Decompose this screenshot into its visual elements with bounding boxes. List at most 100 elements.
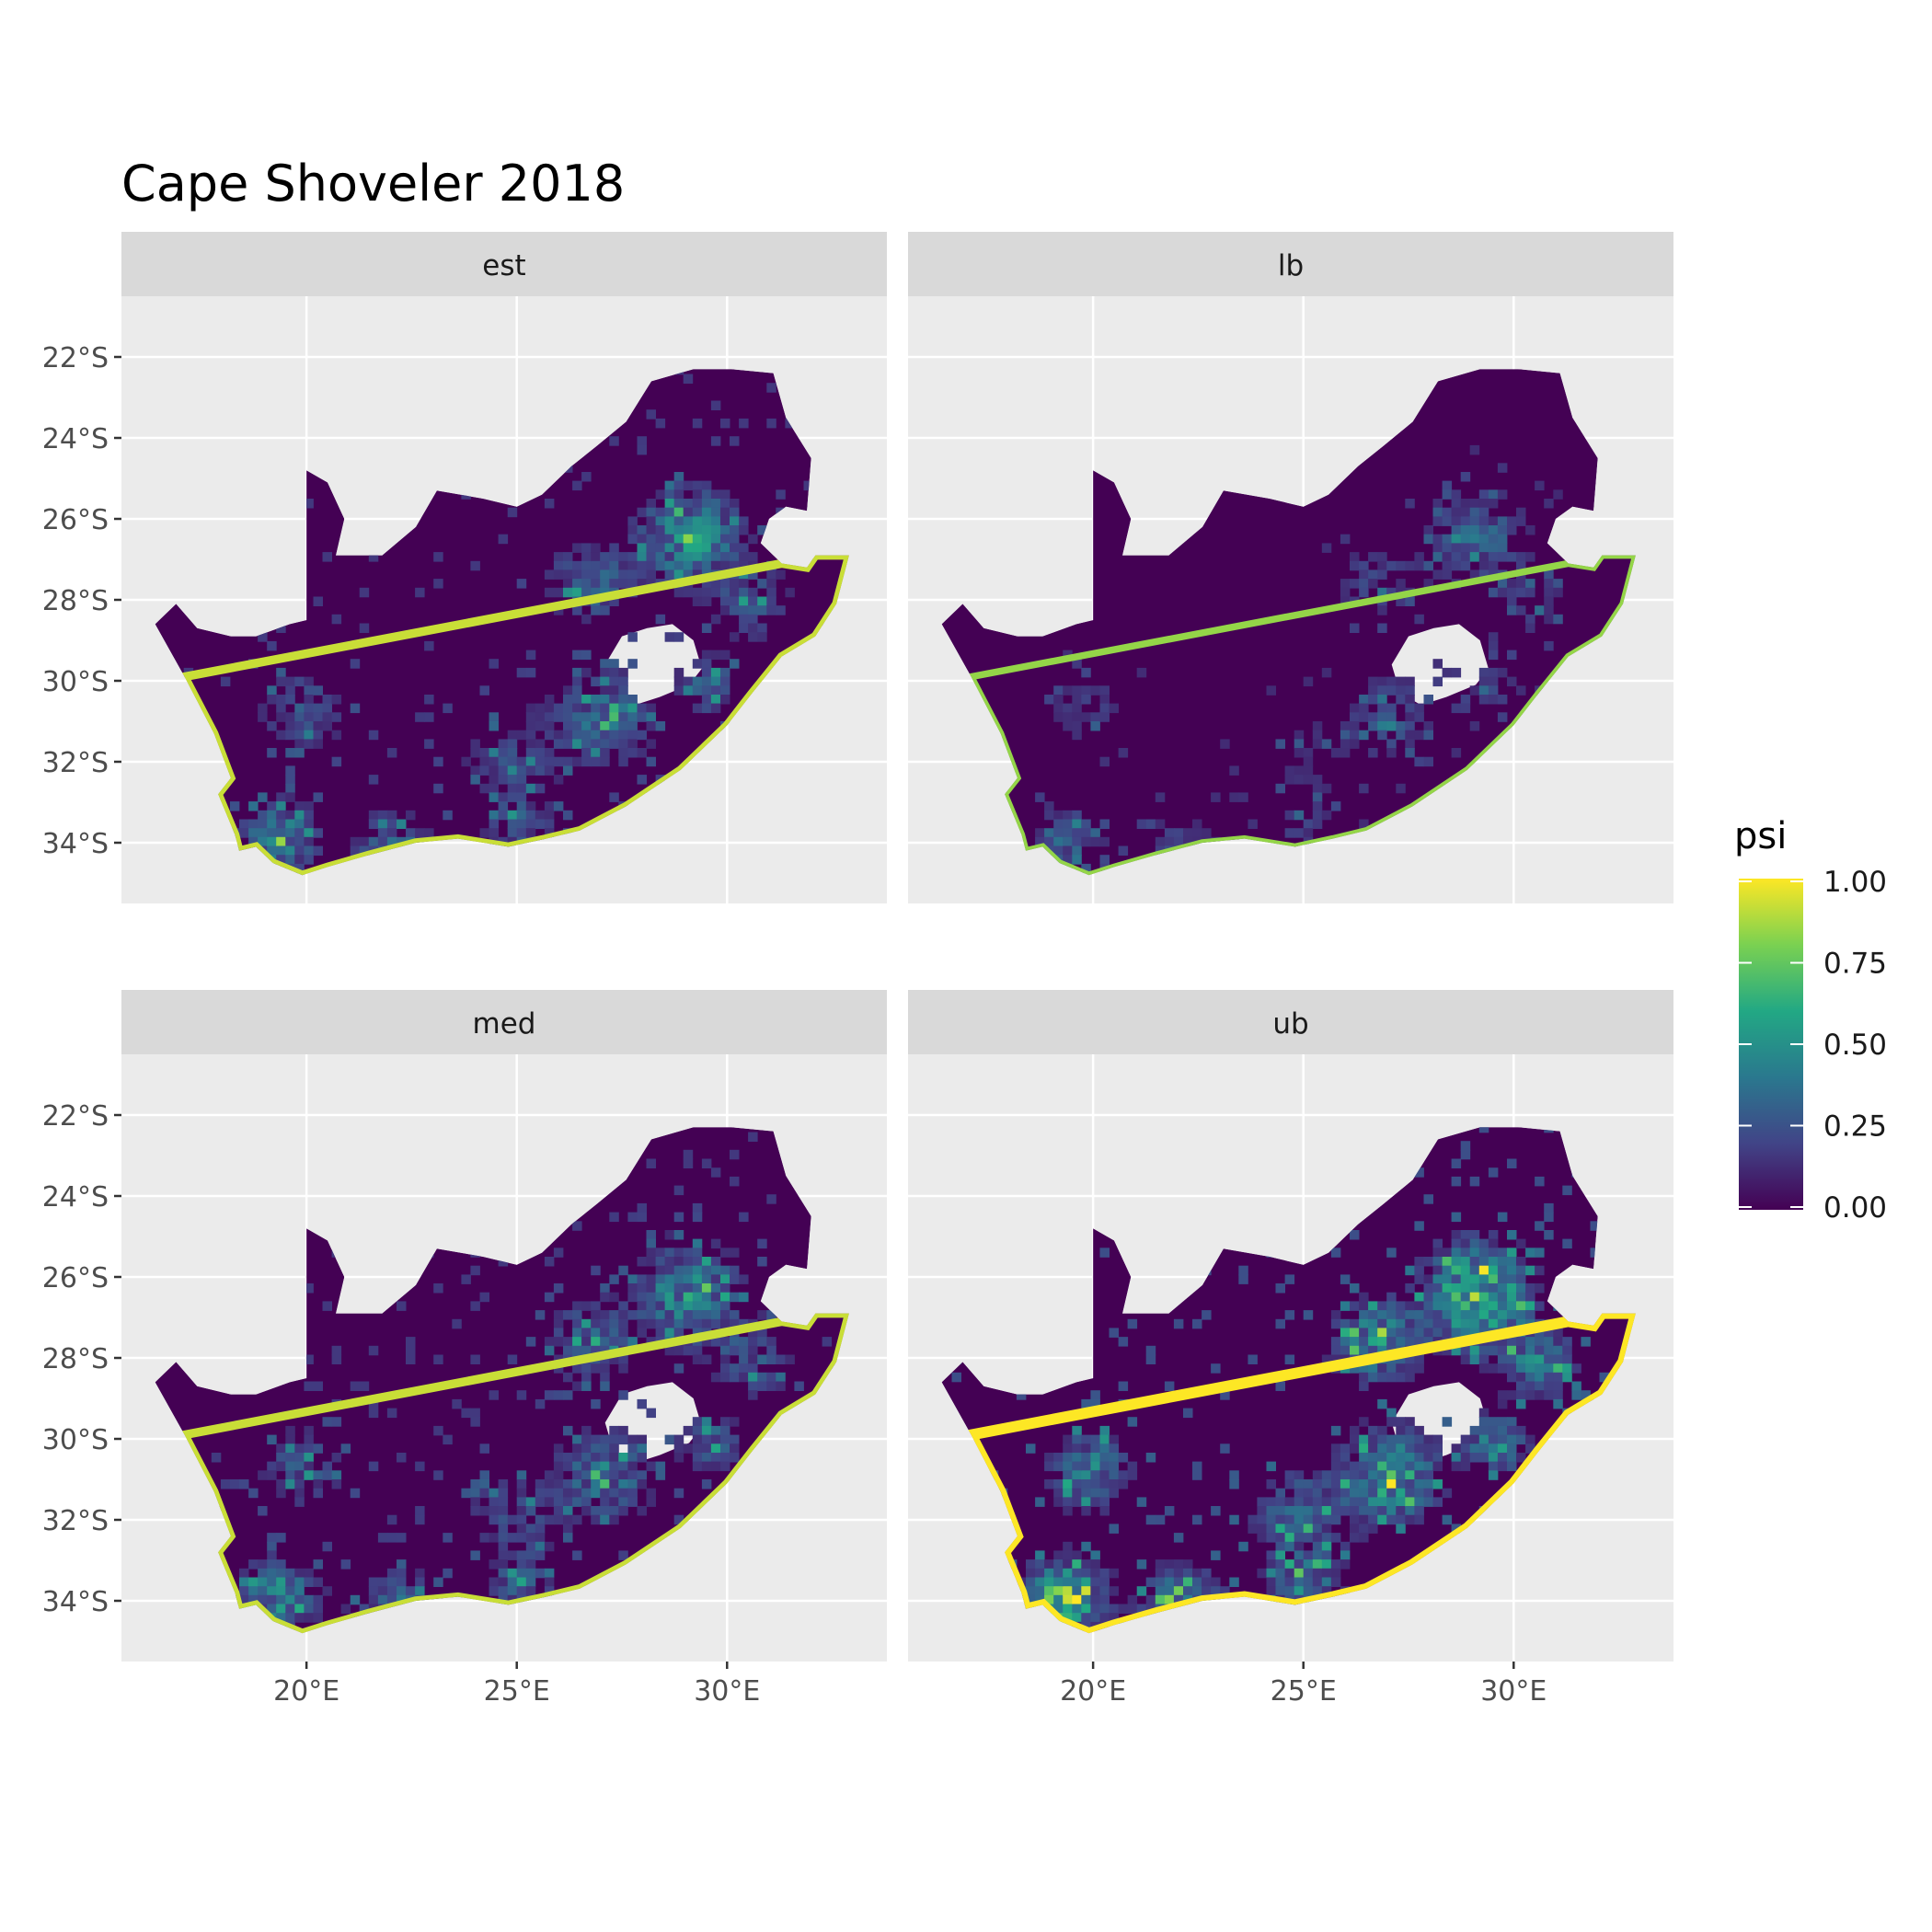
raster-cell: [525, 1541, 536, 1552]
raster-cell: [1109, 1568, 1119, 1579]
raster-cell: [258, 703, 268, 714]
raster-cell: [1442, 1328, 1453, 1338]
raster-cell: [1525, 1265, 1535, 1276]
raster-cell: [489, 1533, 499, 1543]
raster-cell: [627, 1274, 638, 1284]
raster-cell: [248, 819, 259, 829]
raster-cell: [1275, 1550, 1285, 1560]
raster-cell: [1497, 1425, 1508, 1436]
raster-cell: [1507, 1354, 1517, 1364]
raster-cell: [304, 676, 314, 687]
raster-cell: [1340, 1274, 1351, 1284]
raster-cell: [452, 1318, 462, 1329]
raster-cell: [507, 765, 518, 776]
raster-cell: [386, 810, 397, 821]
raster-cell: [1423, 1283, 1433, 1294]
raster-cell: [1442, 1301, 1453, 1311]
raster-cell: [720, 1453, 730, 1463]
raster-cell: [1497, 1274, 1508, 1284]
raster-cell: [1414, 1221, 1424, 1231]
raster-cell: [1488, 1230, 1499, 1240]
raster-cell: [664, 552, 675, 562]
raster-cell: [1109, 1586, 1119, 1596]
raster-cell: [1275, 1318, 1285, 1329]
raster-cell: [1183, 836, 1193, 847]
raster-cell: [1053, 685, 1064, 696]
y-tick-label: 22°S: [42, 342, 109, 374]
raster-cell: [368, 1398, 379, 1409]
raster-cell: [258, 1568, 268, 1579]
raster-cell: [1497, 1345, 1508, 1356]
raster-cell: [1072, 1613, 1082, 1623]
raster-cell: [655, 534, 666, 545]
raster-cell: [1386, 1318, 1397, 1329]
raster-cell: [1294, 1568, 1305, 1579]
raster-cell: [377, 1586, 388, 1596]
legend-tick-label: 0.00: [1823, 1191, 1887, 1225]
raster-cell: [276, 828, 286, 838]
raster-cell: [322, 552, 332, 562]
raster-cell: [1460, 1283, 1471, 1294]
raster-cell: [720, 695, 730, 705]
raster-cell: [1414, 1257, 1424, 1267]
raster-cell: [267, 819, 277, 829]
raster-cell: [1284, 1524, 1295, 1534]
raster-cell: [572, 756, 582, 767]
raster-cell: [1099, 1497, 1110, 1507]
raster-cell: [267, 1550, 277, 1560]
raster-cell: [498, 810, 509, 821]
raster-cell: [359, 587, 370, 598]
raster-cell: [618, 712, 628, 722]
raster-cell: [739, 587, 749, 598]
raster-cell: [553, 1461, 564, 1472]
raster-cell: [1145, 1514, 1156, 1525]
raster-cell: [627, 632, 638, 642]
raster-cell: [544, 1568, 555, 1579]
raster-cell: [1460, 534, 1471, 545]
raster-cell: [1488, 1461, 1499, 1472]
raster-cell: [710, 1461, 721, 1472]
raster-cell: [618, 1337, 628, 1347]
raster-cell: [1284, 1497, 1295, 1507]
raster-cell: [618, 1453, 628, 1463]
raster-cell: [683, 1274, 694, 1284]
raster-cell: [1507, 1248, 1517, 1258]
raster-cell: [1377, 587, 1387, 598]
raster-cell: [1497, 1337, 1508, 1347]
raster-cell: [664, 1434, 675, 1445]
raster-cell: [1432, 1434, 1443, 1445]
raster-cell: [766, 418, 776, 429]
raster-cell: [627, 721, 638, 731]
raster-cell: [1127, 1470, 1138, 1480]
raster-cell: [535, 783, 546, 794]
raster-cell: [1099, 1604, 1110, 1614]
raster-cell: [1442, 516, 1453, 526]
raster-cell: [507, 1533, 518, 1543]
raster-cell: [1414, 1470, 1424, 1480]
raster-cell: [516, 1559, 527, 1570]
raster-cell: [1432, 507, 1443, 518]
raster-cell: [1460, 543, 1471, 553]
raster-cell: [1118, 1337, 1129, 1347]
raster-cell: [525, 1586, 536, 1596]
raster-cell: [489, 756, 499, 767]
raster-cell: [1026, 1586, 1036, 1596]
raster-cell: [692, 1425, 703, 1436]
raster-cell: [655, 489, 666, 500]
raster-cell: [1368, 1345, 1378, 1356]
raster-cell: [1063, 1488, 1073, 1499]
raster-cell: [1063, 703, 1073, 714]
raster-cell: [1072, 1568, 1082, 1579]
raster-cell: [1396, 596, 1406, 606]
raster-cell: [1460, 472, 1471, 482]
raster-cell: [720, 543, 730, 553]
raster-cell: [368, 1408, 379, 1419]
raster-cell: [581, 614, 592, 625]
raster-cell: [572, 703, 582, 714]
raster-cell: [258, 828, 268, 838]
raster-cell: [1535, 1354, 1545, 1364]
raster-cell: [563, 756, 573, 767]
raster-cell: [1488, 587, 1499, 598]
raster-cell: [1294, 1514, 1305, 1525]
raster-cell: [572, 1337, 582, 1347]
